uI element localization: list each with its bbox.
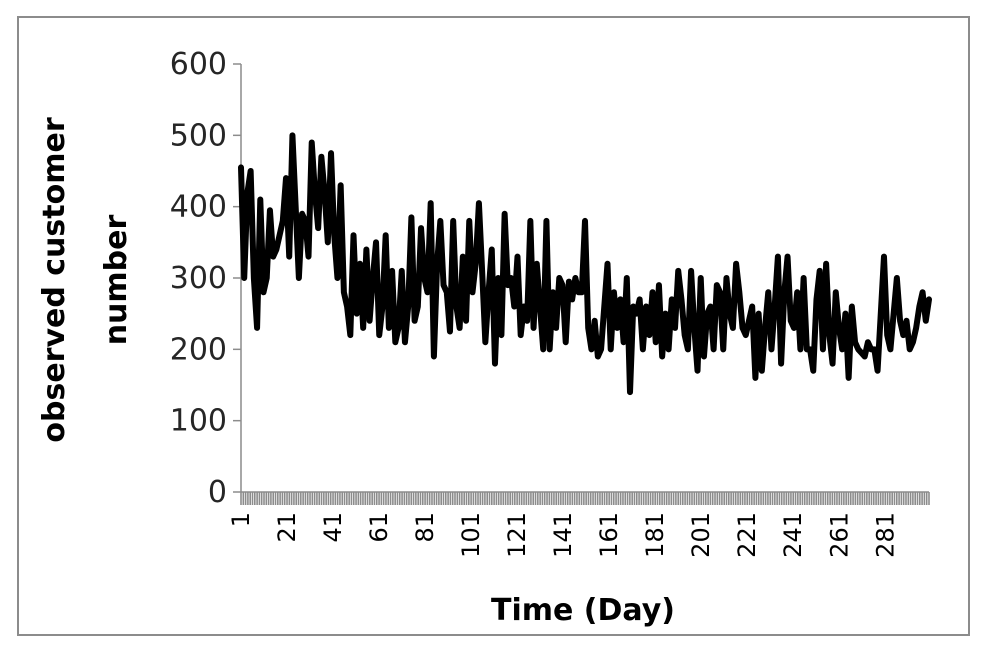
x-tick-label: 121 (503, 512, 531, 558)
y-tick-label: 200 (170, 332, 227, 367)
y-tick-label: 300 (170, 261, 227, 296)
y-axis: 0 100 200 300 400 500 600 (170, 47, 242, 510)
x-tick-label: 221 (733, 512, 761, 558)
x-tick-label: 61 (365, 512, 393, 543)
x-tick-label: 201 (687, 512, 715, 558)
y-tick-label: 500 (170, 118, 227, 153)
y-tick-label: 600 (170, 47, 227, 82)
y-tick-label: 400 (170, 190, 227, 225)
y-axis-title: observed customer number (37, 117, 134, 442)
y-tick-label: 100 (170, 404, 227, 439)
x-tick-label: 281 (871, 512, 899, 558)
x-tick-label: 261 (825, 512, 853, 558)
plot-area (238, 132, 932, 396)
x-axis: 1 21 41 61 81 101 121 141 161 181 201 221 241 261 281 (227, 491, 930, 558)
x-tick-label: 1 (227, 512, 255, 527)
x-tick-label: 161 (595, 512, 623, 558)
x-tick-label: 241 (779, 512, 807, 558)
y-tick-label: 0 (208, 475, 227, 510)
x-tick-label: 141 (549, 512, 577, 558)
y-axis-title-line-2: number (99, 215, 134, 346)
x-tick-label: 41 (319, 512, 347, 543)
x-tick-label: 21 (273, 512, 301, 543)
x-tick-label: 181 (641, 512, 669, 558)
series-line (238, 132, 932, 396)
x-axis-title: Time (Day) (491, 593, 675, 628)
y-axis-title-line-1: observed customer (37, 117, 72, 442)
x-tick-label: 81 (411, 512, 439, 543)
x-tick-label: 101 (457, 512, 485, 558)
